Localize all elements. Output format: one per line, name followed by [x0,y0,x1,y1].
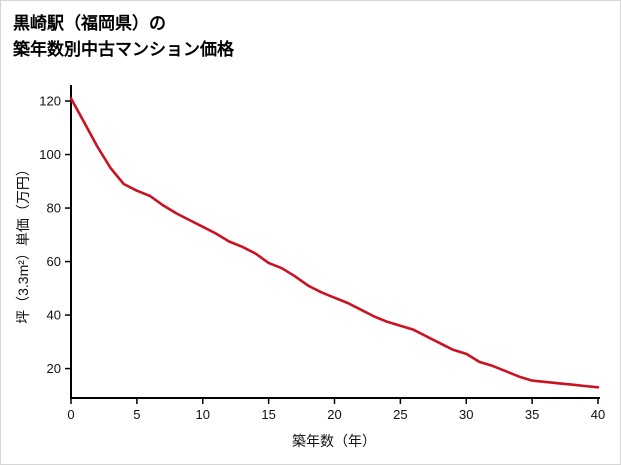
y-tick-label: 100 [39,147,61,162]
price-line [69,97,600,389]
y-tick-label: 80 [47,201,61,216]
x-tick-label: 20 [327,407,341,422]
y-tick-label: 40 [47,308,61,323]
y-tick-label: 120 [39,94,61,109]
y-tick-label: 60 [47,254,61,269]
x-tick-label: 0 [67,407,74,422]
chart-title-line1: 黒崎駅（福岡県）の [13,14,166,33]
chart-title: 黒崎駅（福岡県）の 築年数別中古マンション価格 [13,11,234,64]
x-tick-label: 40 [591,407,605,422]
x-tick-label: 30 [459,407,473,422]
x-tick-label: 25 [393,407,407,422]
chart-title-line2: 築年数別中古マンション価格 [13,40,234,60]
y-tick-label: 20 [47,361,61,376]
x-tick-label: 35 [525,407,539,422]
x-axis-title: 築年数（年） [292,433,376,449]
x-tick-label: 15 [261,407,275,422]
x-tick-label: 5 [133,407,140,422]
x-tick-label: 10 [196,407,210,422]
